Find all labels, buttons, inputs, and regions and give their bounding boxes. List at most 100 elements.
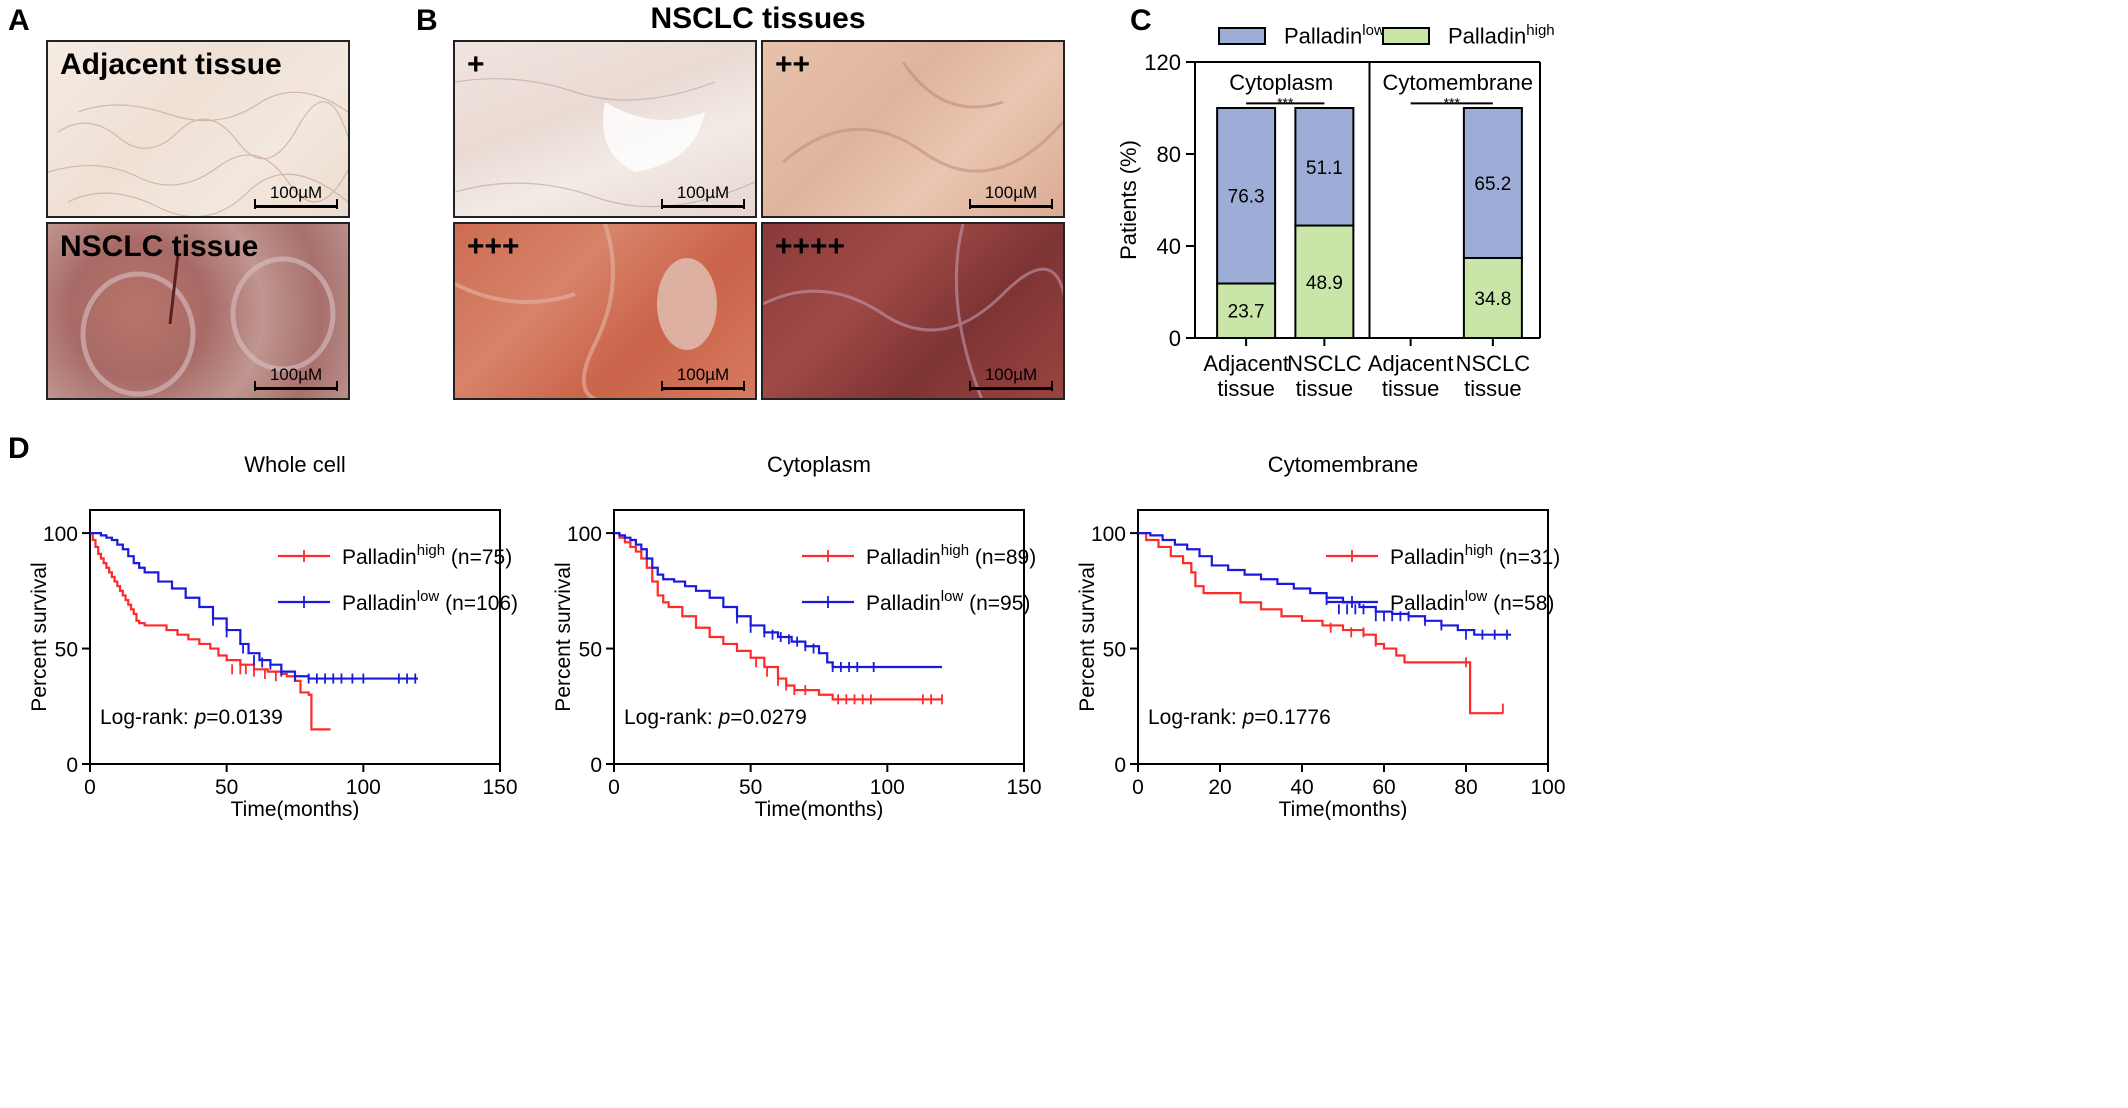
x-tick-label: NSCLC (1456, 351, 1531, 376)
y-axis-label: Patients (%) (1116, 140, 1141, 260)
x-tick-label: 60 (1372, 776, 1395, 799)
x-axis-label: Time(months) (231, 798, 360, 820)
x-tick-label: 100 (1530, 776, 1565, 799)
legend-item-low: Palladinlow (1218, 22, 1385, 49)
x-tick-label: tissue (1296, 376, 1353, 401)
y-tick-label: 80 (1157, 142, 1181, 167)
x-axis-label: Time(months) (1279, 798, 1408, 820)
scale-bar: 100µM (661, 365, 745, 391)
scale-bar: 100µM (661, 183, 745, 209)
y-tick-label: 100 (1091, 523, 1126, 546)
x-tick-label: NSCLC (1287, 351, 1362, 376)
bar-high (1294, 224, 1355, 339)
km-title: Whole cell (244, 452, 345, 477)
legend-label: Palladinhigh (n=31) (1390, 542, 1560, 569)
bar-low-label: 76.3 (1228, 187, 1265, 208)
scale-bar-label: 100µM (676, 183, 730, 202)
legend-label-low: Palladinlow (1284, 22, 1385, 49)
legend-label: Palladinlow (n=58) (1390, 588, 1554, 615)
scale-bar-label: 100µM (676, 365, 730, 384)
panel-letter-a: A (8, 4, 30, 37)
stacked-bar-chart: 0 40 80 120 Patients (%) Cytoplasm Cytomembran… (1116, 50, 1541, 401)
x-tick-label: 50 (739, 776, 762, 799)
x-tick-label: 0 (84, 776, 96, 799)
adjacent-tissue-texture (48, 91, 348, 216)
scale-bar-label: 100µM (269, 183, 323, 202)
grade-4-micrograph: ++++ 100µM (761, 222, 1065, 400)
grade-3-micrograph: +++ 100µM (453, 222, 757, 400)
x-tick-label: tissue (1217, 376, 1274, 401)
scale-bar: 100µM (969, 183, 1053, 209)
km-plot-whole-cell: Whole cell 0 50 100 0 50 100 150 Time(months) Per… (28, 452, 518, 820)
scale-bar: 100µM (254, 183, 338, 209)
x-tick-label: 0 (608, 776, 620, 799)
bar-low (1216, 107, 1277, 285)
y-tick-label: 100 (567, 523, 602, 546)
x-tick-label: 100 (870, 776, 905, 799)
legend-label: Palladinhigh (n=89) (866, 542, 1036, 569)
bar-low-label: 51.1 (1306, 158, 1343, 179)
x-tick-label: tissue (1464, 376, 1521, 401)
grade-4-texture (763, 224, 1063, 398)
grade-1-texture (455, 78, 755, 208)
y-tick-label: 0 (1169, 326, 1181, 351)
x-tick-label: 80 (1454, 776, 1477, 799)
km-curve (90, 531, 331, 731)
x-tick-label: tissue (1382, 376, 1439, 401)
grade-label: ++++ (775, 230, 846, 263)
x-tick-label: Adjacent (1368, 351, 1454, 376)
group-label-cytoplasm: Cytoplasm (1229, 70, 1333, 95)
x-tick-label: 0 (1132, 776, 1144, 799)
nsclc-tissue-label: NSCLC tissue (60, 230, 259, 263)
grade-label: ++ (775, 48, 811, 81)
legend-label-high: Palladinhigh (1448, 22, 1555, 49)
bar-low (1294, 107, 1355, 227)
grade-label: +++ (467, 230, 520, 263)
grade-1-micrograph: + 100µM (453, 40, 757, 218)
logrank-pvalue: Log-rank: p=0.0139 (100, 706, 283, 729)
grade-label: + (467, 48, 485, 81)
grade-2-texture (782, 61, 1063, 173)
km-curve (614, 531, 942, 669)
y-tick-label: 0 (590, 754, 602, 777)
scale-bar: 100µM (969, 365, 1053, 391)
scale-bar-label: 100µM (984, 183, 1038, 202)
grade-3-texture (455, 224, 717, 398)
scale-bar-label: 100µM (269, 365, 323, 384)
panel-letter-c: C (1130, 4, 1152, 37)
y-tick-label: 0 (1114, 754, 1126, 777)
legend-label: Palladinlow (n=106) (342, 588, 518, 615)
legend-swatch-low (1218, 26, 1266, 45)
x-tick-label: 50 (215, 776, 238, 799)
adjacent-tissue-label: Adjacent tissue (60, 48, 282, 81)
km-title: Cytomembrane (1268, 452, 1418, 477)
group-label-cytomembrane: Cytomembrane (1383, 70, 1533, 95)
km-curve (1138, 531, 1503, 715)
x-tick-label: 20 (1208, 776, 1231, 799)
legend-swatch-high (1382, 26, 1430, 45)
y-tick-label: 100 (43, 523, 78, 546)
x-tick-label: 40 (1290, 776, 1313, 799)
y-axis-label: Percent survival (1076, 562, 1099, 711)
panel-letter-d: D (8, 432, 30, 465)
bar-low-label: 65.2 (1474, 174, 1511, 195)
legend-label: Palladinhigh (n=75) (342, 542, 512, 569)
km-plot-cytomembrane: Cytomembrane 0 50 100 0 20 40 60 80 100 Time(month… (1076, 452, 1566, 820)
panel-letter-b: B (416, 4, 438, 37)
logrank-pvalue: Log-rank: p=0.1776 (1148, 706, 1331, 729)
km-plot-cytoplasm: Cytoplasm 0 50 100 0 50 100 150 Time(months) Perc… (552, 452, 1042, 820)
km-frame (613, 509, 1025, 765)
km-title: Cytoplasm (767, 452, 871, 477)
y-tick-label: 50 (55, 639, 78, 662)
scale-bar-label: 100µM (984, 365, 1038, 384)
km-frame (89, 509, 501, 765)
adjacent-tissue-micrograph: Adjacent tissue 100µM (46, 40, 350, 218)
y-tick-label: 50 (579, 639, 602, 662)
x-axis-label: Time(months) (755, 798, 884, 820)
significance-marker: *** (1277, 94, 1294, 110)
x-tick-label: Adjacent (1203, 351, 1289, 376)
km-frame (1137, 509, 1549, 765)
bar-low (1462, 107, 1523, 259)
x-tick-label: 100 (346, 776, 381, 799)
x-tick-label: 150 (1006, 776, 1041, 799)
